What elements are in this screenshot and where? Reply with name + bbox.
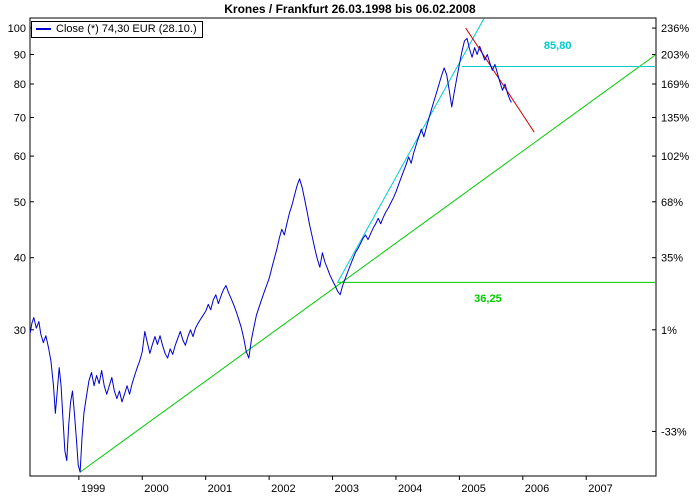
y-axis-left-label: 50 xyxy=(14,197,26,209)
y-axis-left-label: 40 xyxy=(14,253,26,265)
downtrend-line xyxy=(465,27,535,133)
y-axis-left-label: 60 xyxy=(14,151,26,163)
y-axis-left-label: 80 xyxy=(14,79,26,91)
x-axis-year-label: 2001 xyxy=(208,483,232,495)
price-line xyxy=(29,37,512,473)
x-axis-year-label: 2002 xyxy=(271,483,295,495)
x-axis-year-label: 2007 xyxy=(588,483,612,495)
x-axis-year-label: 1999 xyxy=(81,483,105,495)
y-axis-right-label: 135% xyxy=(661,112,689,124)
legend-box: Close (*) 74,30 EUR (28.10.) xyxy=(31,21,203,38)
y-axis-right-label: 236% xyxy=(661,23,689,35)
y-axis-left-label: 70 xyxy=(14,112,26,124)
y-axis-right-label: 169% xyxy=(661,79,689,91)
uptrend-support-line xyxy=(79,54,657,473)
y-axis-right-label: -33% xyxy=(661,426,687,438)
price-level-annotation: 36,25 xyxy=(474,293,502,305)
x-axis-year-label: 2006 xyxy=(525,483,549,495)
price-level-annotation: 85,80 xyxy=(544,40,572,52)
y-axis-right-label: 102% xyxy=(661,151,689,163)
x-axis-year-label: 2000 xyxy=(144,483,168,495)
y-axis-left-label: 30 xyxy=(14,325,26,337)
y-axis-right-label: 68% xyxy=(661,197,683,209)
legend-label: Close (*) 74,30 EUR (28.10.) xyxy=(56,23,197,35)
plot-frame xyxy=(29,17,657,477)
close-line-sample-icon xyxy=(36,28,51,30)
accelerated-uptrend-line xyxy=(337,17,485,283)
x-axis-year-label: 2003 xyxy=(335,483,359,495)
x-axis-year-label: 2004 xyxy=(398,483,422,495)
y-axis-right-label: 203% xyxy=(661,49,689,61)
page-title: Krones / Frankfurt 26.03.1998 bis 06.02.… xyxy=(224,2,476,16)
y-axis-left-label: 90 xyxy=(14,49,26,61)
x-axis-year-label: 2005 xyxy=(461,483,485,495)
y-axis-right-label: 35% xyxy=(661,253,683,265)
y-axis-left-label: 100 xyxy=(8,23,26,35)
y-axis-right-label: 1% xyxy=(661,325,677,337)
